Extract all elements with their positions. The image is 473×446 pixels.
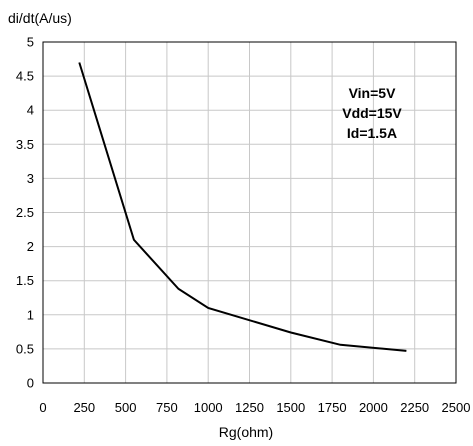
y-tick-label: 5 bbox=[27, 35, 34, 50]
y-tick-label: 4.5 bbox=[16, 69, 34, 84]
y-tick-label: 3.5 bbox=[16, 137, 34, 152]
x-tick-label: 2250 bbox=[400, 400, 429, 415]
x-axis-title: Rg(ohm) bbox=[219, 424, 273, 440]
x-tick-label: 1250 bbox=[235, 400, 264, 415]
x-tick-label: 2500 bbox=[442, 400, 471, 415]
y-tick-label: 1.5 bbox=[16, 273, 34, 288]
y-tick-label: 3 bbox=[27, 171, 34, 186]
x-tick-label: 500 bbox=[115, 400, 137, 415]
annotation-label: Vin=5V bbox=[349, 85, 396, 101]
x-tick-label: 250 bbox=[73, 400, 95, 415]
x-tick-label: 0 bbox=[39, 400, 46, 415]
x-tick-labels: 0 250 500 750 1000 1250 1500 1750 2000 2250 2500 bbox=[39, 400, 470, 415]
y-tick-label: 0 bbox=[27, 376, 34, 391]
series-line bbox=[78, 62, 407, 352]
x-tick-label: 1500 bbox=[276, 400, 305, 415]
y-tick-label: 4 bbox=[27, 103, 34, 118]
x-tick-label: 1000 bbox=[194, 400, 223, 415]
series-group bbox=[78, 62, 407, 352]
annotation-box: Vin=5V Vdd=15V Id=1.5A bbox=[342, 85, 402, 141]
plot-frame bbox=[42, 41, 457, 384]
y-tick-label: 1 bbox=[27, 307, 34, 322]
y-tick-label: 0.5 bbox=[16, 341, 34, 356]
annotation-label: Id=1.5A bbox=[347, 125, 397, 141]
y-tick-label: 2.5 bbox=[16, 205, 34, 220]
x-tick-label: 750 bbox=[156, 400, 178, 415]
x-tick-label: 1750 bbox=[318, 400, 347, 415]
annotation-label: Vdd=15V bbox=[342, 105, 402, 121]
y-axis-title: di/dt(A/us) bbox=[8, 10, 72, 26]
y-tick-labels: 0 0.5 1 1.5 2 2.5 3 3.5 4 4.5 5 bbox=[16, 35, 34, 391]
y-tick-label: 2 bbox=[27, 239, 34, 254]
x-tick-label: 2000 bbox=[359, 400, 388, 415]
